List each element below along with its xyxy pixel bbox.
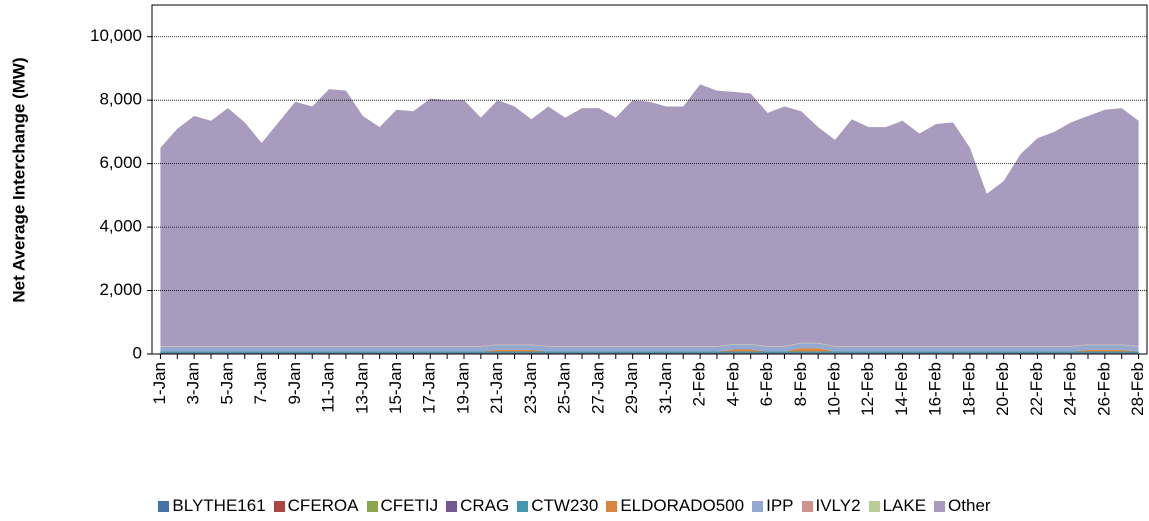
legend-label: Other [948,496,991,515]
x-tick-label: 16-Feb [926,362,945,416]
y-tick-label: 0 [133,343,142,362]
area [160,351,1139,354]
area [160,343,1139,352]
legend-swatch [934,500,946,512]
y-tick-label: 2,000 [99,280,142,299]
legend-label: CRAG [460,496,510,515]
x-tick-label: 11-Jan [319,362,338,413]
area [160,84,1139,347]
legend: BLYTHE161 CFEROA CFETIJ CRAG CTW230 ELDORADO5… [0,496,1149,516]
y-axis-title: Net Average Interchange (MW) [9,57,28,302]
legend-item: ELDORADO500 [606,496,744,516]
x-tick-label: 1-Jan [150,362,169,405]
x-tick-label: 8-Feb [791,362,810,406]
y-tick-label: 10,000 [90,26,142,45]
legend-item: BLYTHE161 [158,496,266,516]
legend-swatch [517,500,529,512]
x-tick-label: 2-Feb [690,362,709,406]
legend-swatch [868,500,880,512]
legend-item: CFEROA [273,496,359,516]
legend-swatch [446,500,458,512]
x-tick-label: 4-Feb [723,362,742,406]
x-tick-label: 21-Jan [487,362,506,414]
legend-label: CTW230 [531,496,599,515]
legend-item: Other [934,496,991,516]
x-tick-label: 5-Jan [217,362,236,405]
x-tick-label: 6-Feb [757,362,776,406]
y-tick-label: 4,000 [99,217,142,236]
legend-swatch [606,500,618,512]
legend-label: LAKE [882,496,927,515]
legend-swatch [273,500,285,512]
x-tick-label: 27-Jan [588,362,607,414]
chart: Net Average Interchange (MW) 0 2,000 4,000… [9,4,1148,416]
legend-label: IPP [766,496,794,515]
legend-swatch [366,500,378,512]
legend-item: IVLY2 [801,496,861,516]
y-tick-label: 6,000 [99,153,142,172]
x-tick-label: 26-Feb [1094,362,1113,416]
x-tick-label: 22-Feb [1027,362,1046,416]
x-tick-label: 15-Jan [386,362,405,414]
legend-item: IPP [752,496,794,516]
x-tick-label: 10-Feb [824,362,843,416]
x-tick-label: 24-Feb [1061,362,1080,416]
x-tick-label: 28-Feb [1128,362,1147,416]
legend-swatch [801,500,813,512]
x-tick-label: 25-Jan [555,362,574,414]
legend-label: BLYTHE161 [172,496,266,515]
x-tick-label: 14-Feb [892,362,911,416]
legend-item: CTW230 [517,496,598,516]
x-tick-label: 9-Jan [285,362,304,405]
legend-label: CFEROA [287,496,359,515]
legend-label: ELDORADO500 [620,496,745,515]
legend-item: CFETIJ [366,496,439,516]
legend-swatch [158,500,170,512]
x-tick-label: 20-Feb [993,362,1012,416]
x-tick-label: 12-Feb [858,362,877,416]
x-tick-label: 3-Jan [184,362,203,405]
y-tick-label: 8,000 [99,90,142,109]
x-tick-label: 19-Jan [453,362,472,414]
legend-item: CRAG [446,496,509,516]
x-tick-label: 31-Jan [656,362,675,414]
x-tick-label: 29-Jan [622,362,641,414]
x-tick-label: 17-Jan [420,362,439,414]
x-tick-label: 23-Jan [521,362,540,414]
x-tick-label: 18-Feb [959,362,978,416]
x-tick-label: 7-Jan [251,362,270,405]
x-tick-label: 13-Jan [352,362,371,414]
legend-swatch [752,500,764,512]
legend-label: IVLY2 [815,496,861,515]
legend-item: LAKE [868,496,927,516]
legend-label: CFETIJ [380,496,439,515]
